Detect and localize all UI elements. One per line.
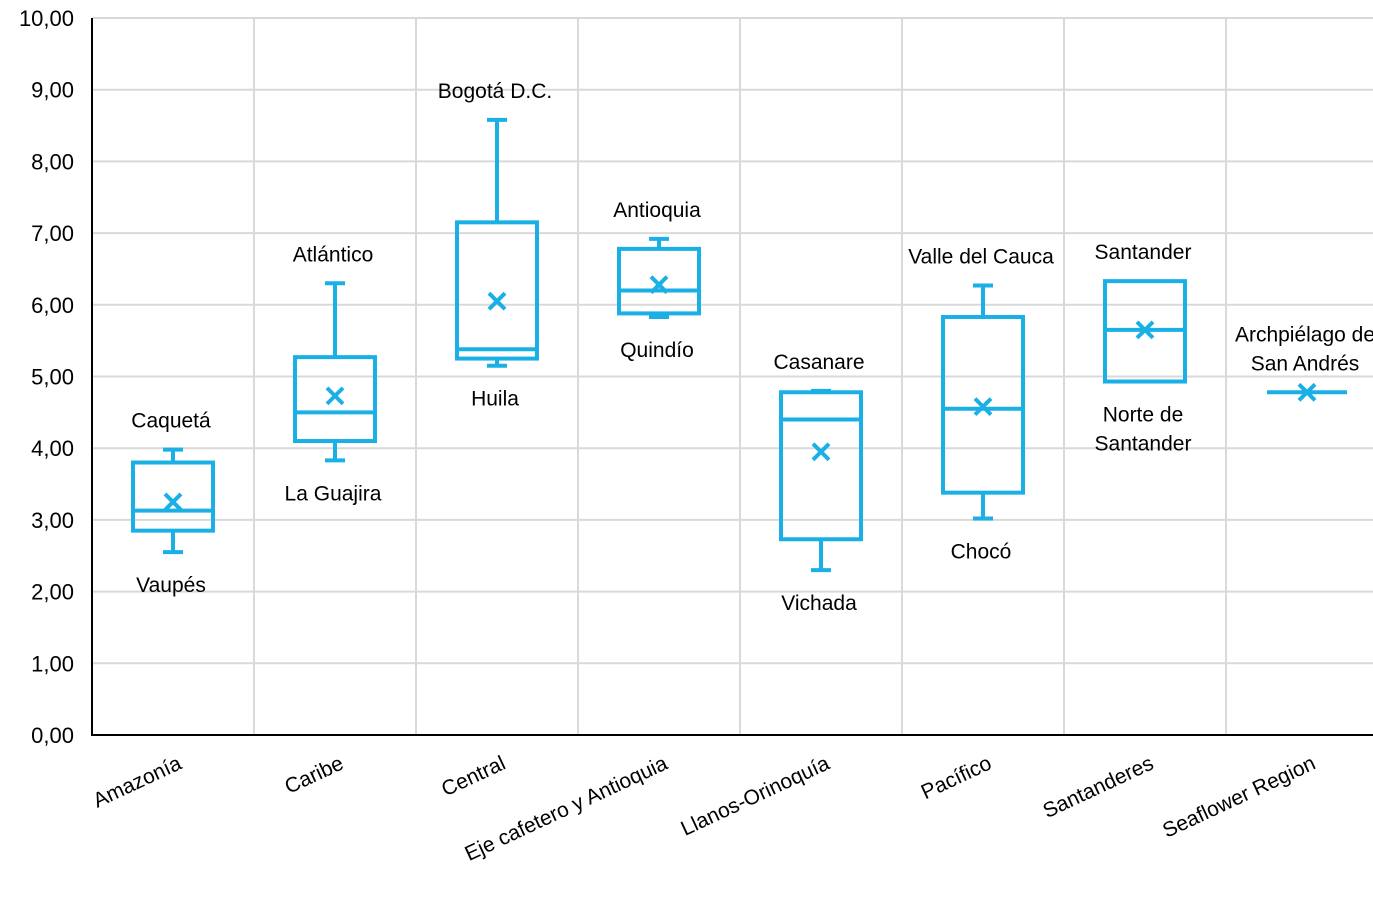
top-annotation: Valle del Cauca [908, 245, 1054, 268]
top-annotation: Casanare [773, 351, 864, 374]
y-tick-label: 6,00 [31, 293, 74, 318]
boxes [131, 117, 1347, 573]
x-tick-label: Santanderes [1039, 752, 1157, 823]
y-tick-label: 7,00 [31, 221, 74, 246]
top-annotation: Antioquia [613, 199, 701, 222]
x-tick-label: Pacífico [918, 752, 995, 804]
top-annotation: San Andrés [1251, 352, 1360, 375]
y-tick-label: 10,00 [19, 6, 74, 31]
box-5 [779, 388, 863, 573]
box-1 [131, 447, 215, 555]
y-tick-label: 9,00 [31, 78, 74, 103]
iqr-box [779, 390, 863, 542]
mean-marker [973, 397, 993, 417]
box-3 [455, 117, 539, 368]
box-7 [1103, 279, 1187, 384]
bottom-annotation: La Guajira [285, 482, 382, 505]
mean-marker [1297, 382, 1317, 402]
top-annotation: Atlántico [293, 243, 374, 266]
y-tick-label: 5,00 [31, 365, 74, 390]
y-tick-label: 0,00 [31, 723, 74, 748]
y-tick-label: 8,00 [31, 149, 74, 174]
labels: 0,00 1,00 2,00 3,00 4,00 5,00 6,00 7,00 8,00 9,00… [19, 6, 1373, 866]
iqr-box [455, 220, 539, 361]
bottom-annotation: Santander [1095, 433, 1192, 456]
bottom-annotation: Norte de [1103, 404, 1184, 427]
x-tick-label: Amazonía [90, 752, 186, 813]
bottom-annotation: Vaupés [136, 574, 206, 597]
bottom-annotation: Vichada [781, 592, 857, 615]
mean-marker [163, 492, 183, 512]
mean-marker [325, 386, 345, 406]
x-tick-label: Llanos-Orinoquía [677, 752, 833, 841]
iqr-box [293, 355, 377, 444]
y-tick-label: 1,00 [31, 651, 74, 676]
axes [91, 18, 1373, 736]
y-tick-label: 3,00 [31, 508, 74, 533]
mean-marker [811, 442, 831, 462]
top-annotation: Archpiélago de [1235, 323, 1373, 346]
bottom-annotation: Chocó [951, 540, 1012, 563]
box-8 [1267, 382, 1347, 402]
gridlines [92, 17, 1373, 735]
y-tick-label: 4,00 [31, 436, 74, 461]
bottom-annotation: Huila [471, 388, 519, 411]
box-4 [617, 236, 701, 319]
mean-marker [487, 291, 507, 311]
x-tick-label: Caribe [281, 752, 347, 799]
top-annotation: Caquetá [131, 410, 211, 433]
iqr-box [617, 246, 701, 316]
top-annotation: Santander [1095, 241, 1192, 264]
x-tick-label: Central [438, 752, 509, 801]
top-annotation: Bogotá D.C. [438, 80, 552, 103]
mean-marker [649, 275, 669, 295]
bottom-annotation: Quindío [620, 339, 694, 362]
y-tick-label: 2,00 [31, 580, 74, 605]
mean-marker [1135, 320, 1155, 340]
x-tick-label: Seaflower Region [1159, 752, 1319, 843]
box-2 [293, 281, 377, 463]
box-6 [941, 283, 1025, 521]
